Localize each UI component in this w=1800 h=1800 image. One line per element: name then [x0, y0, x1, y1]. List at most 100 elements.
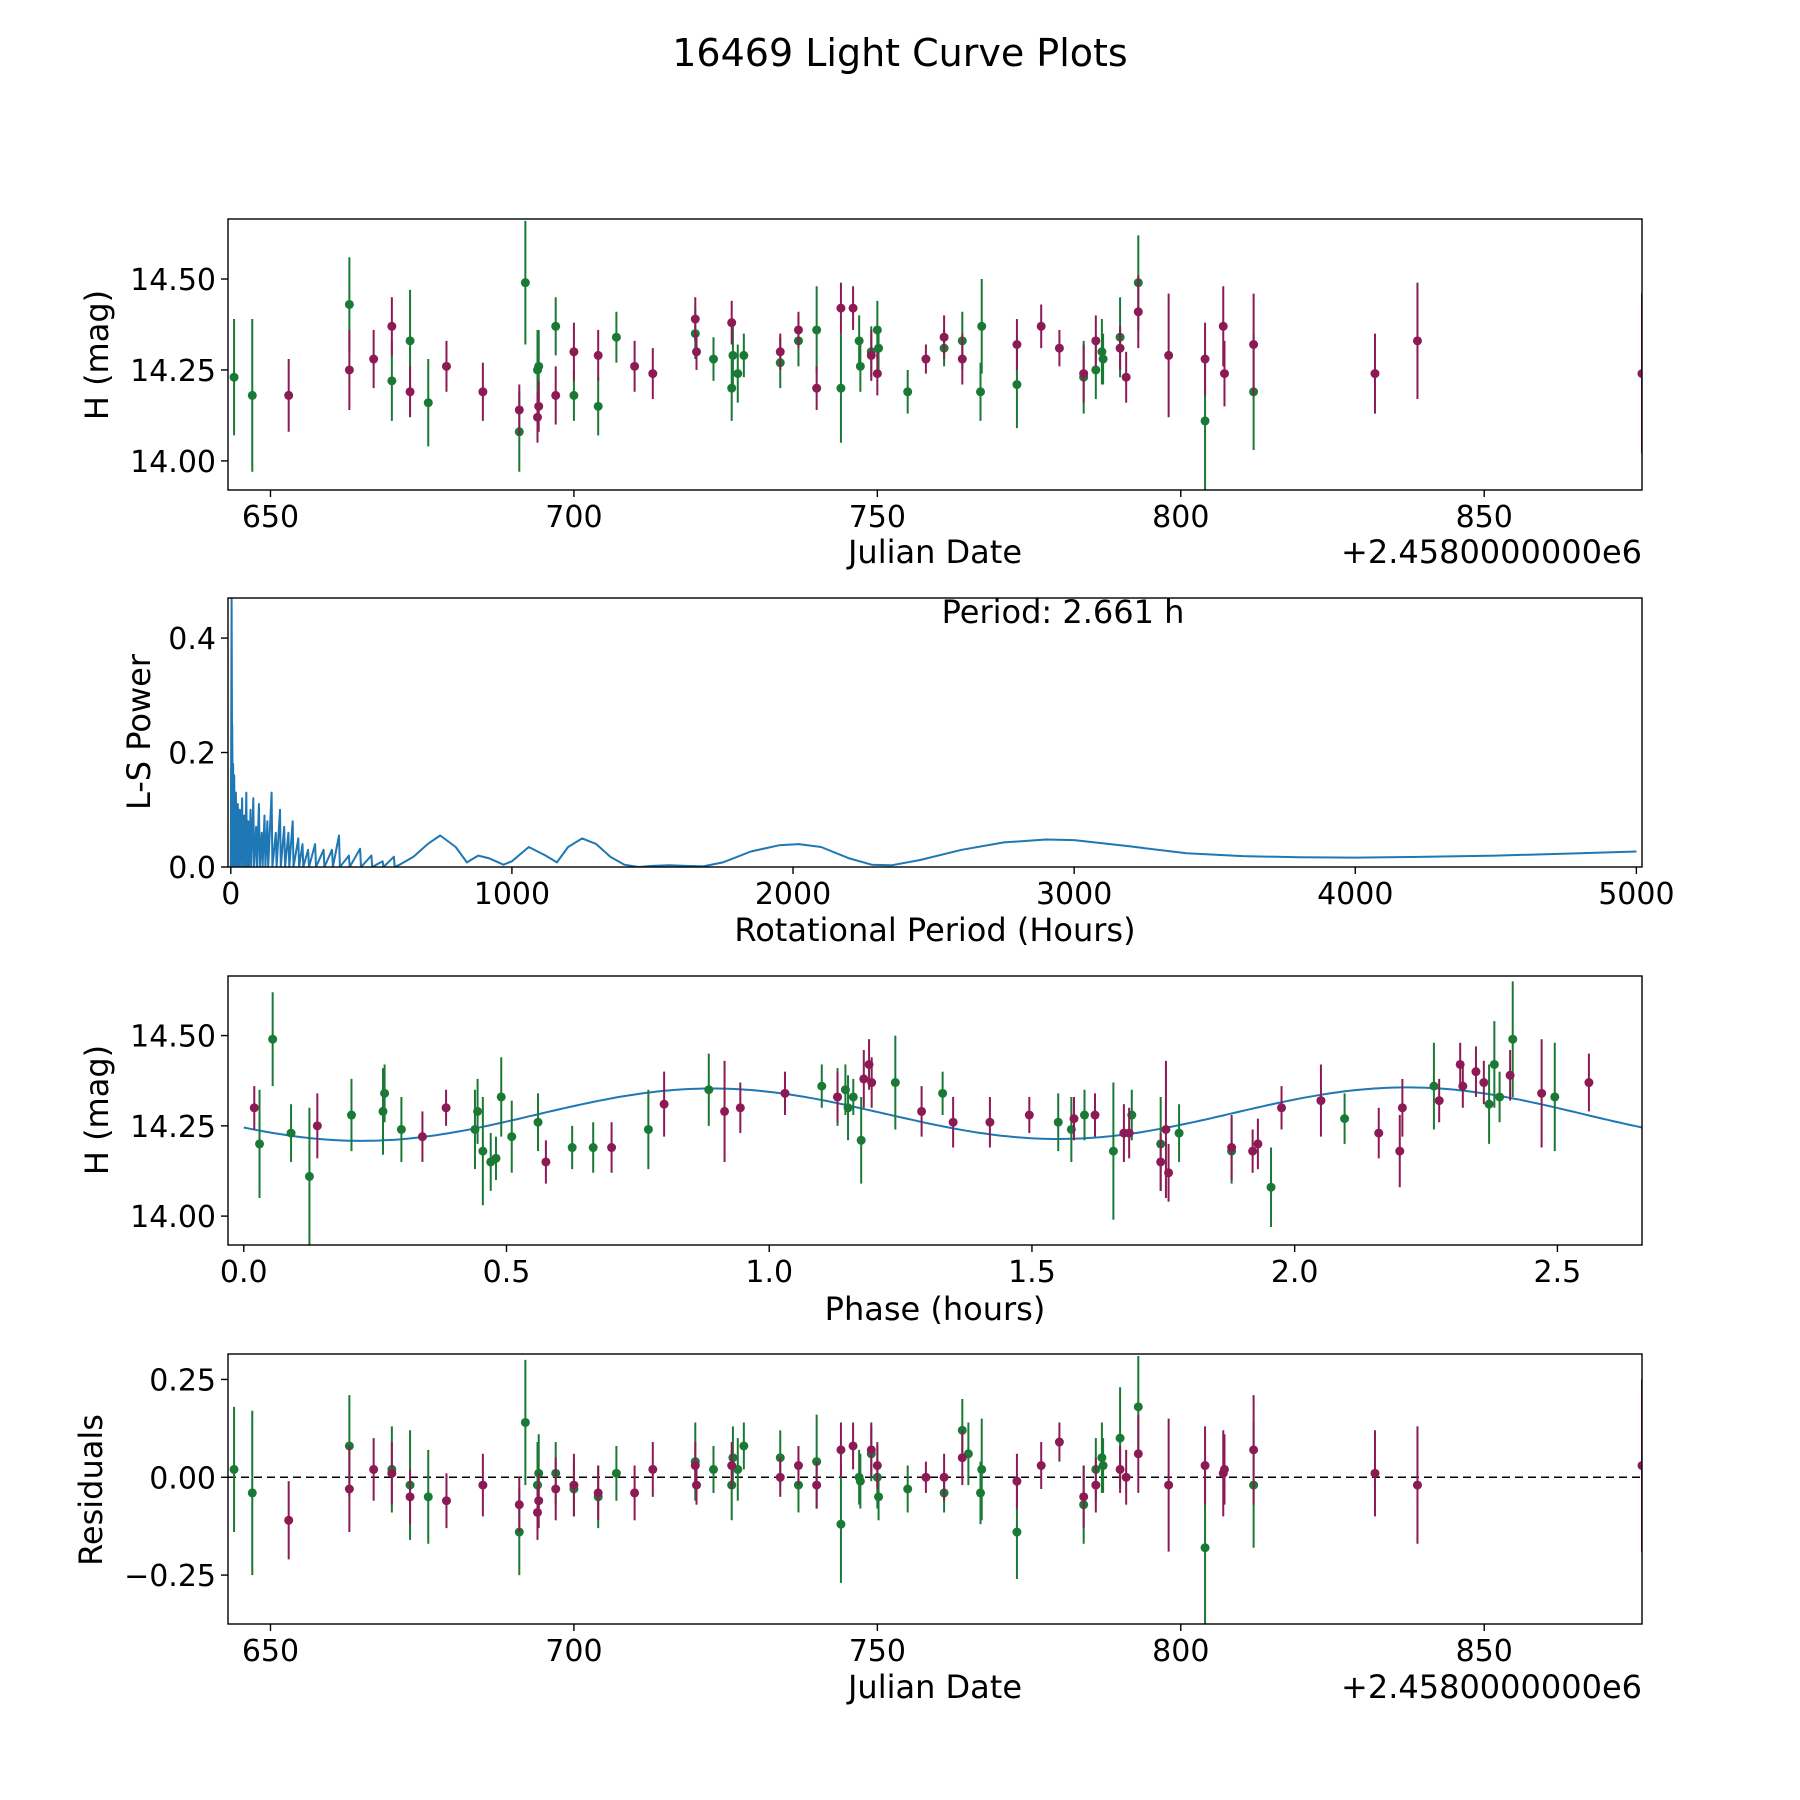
light-curve-filter-a-point — [247, 390, 257, 400]
phased-filter-b-point — [441, 1103, 451, 1113]
phased-x-tick-label: 0.5 — [483, 1255, 531, 1290]
residuals-filter-b-point — [1200, 1461, 1210, 1471]
phased-filter-a-point — [1484, 1099, 1494, 1109]
light-curve-filter-a-point — [387, 376, 397, 386]
phased-filter-b-point — [1156, 1157, 1166, 1167]
light-curve-filter-b-point — [630, 361, 640, 371]
residuals-filter-b-point — [284, 1515, 294, 1525]
phased-filter-b-point — [917, 1106, 927, 1116]
phased-filter-a-point — [1489, 1059, 1499, 1069]
phased-filter-b-point — [867, 1078, 877, 1088]
phased-filter-a-point — [1079, 1110, 1089, 1120]
residuals-filter-b-point — [690, 1461, 700, 1471]
residuals-x-tick-label: 800 — [1152, 1634, 1209, 1669]
light-curve-filter-a-point — [229, 372, 239, 382]
residuals-filter-b-point — [387, 1468, 397, 1478]
light-curve-x-label: Julian Date — [846, 533, 1022, 571]
phased-filter-a-point — [567, 1143, 577, 1153]
phased-filter-b-point — [1479, 1078, 1489, 1088]
residuals-filter-b-point — [775, 1472, 785, 1482]
residuals-filter-b-point — [866, 1445, 876, 1455]
residuals-filter-a-point — [229, 1464, 239, 1474]
light-curve-filter-b-point — [692, 347, 702, 357]
figure-title: 16469 Light Curve Plots — [672, 31, 1127, 75]
light-curve-filter-a-point — [903, 387, 913, 397]
light-curve-filter-a-point — [344, 299, 354, 309]
phased-filter-b-point — [1316, 1096, 1326, 1106]
light-curve-filter-a-point — [874, 343, 884, 353]
phased-light-curve-panel: Phase (hours) H (mag) 0.0 0.5 1.0 1.5 2.0 2.5… — [78, 975, 1643, 1328]
residuals-filter-a-point — [1200, 1543, 1210, 1553]
residuals-filter-b-point — [872, 1461, 882, 1471]
residuals-filter-b-point — [478, 1480, 488, 1490]
light-curve-filter-b-point — [593, 350, 603, 360]
light-curve-filter-b-point — [872, 369, 882, 379]
residuals-y-label: Residuals — [72, 1414, 110, 1566]
light-curve-filter-b-point — [441, 361, 451, 371]
phased-filter-b-point — [1024, 1110, 1034, 1120]
light-curve-filter-a-point — [611, 332, 621, 342]
phased-filter-b-point — [1397, 1103, 1407, 1113]
residuals-x-tick-label: 850 — [1456, 1634, 1513, 1669]
light-curve-filter-b-point — [690, 314, 700, 324]
phased-filter-b-point — [1090, 1110, 1100, 1120]
phased-filter-a-point — [304, 1171, 314, 1181]
phased-y-tick-label: 14.00 — [130, 1200, 216, 1235]
phased-x-label: Phase (hours) — [825, 1290, 1046, 1328]
phased-filter-a-point — [491, 1153, 501, 1163]
light-curve-filter-b-point — [957, 354, 967, 364]
phased-filter-a-point — [1550, 1092, 1560, 1102]
residuals-filter-a-point — [976, 1488, 986, 1498]
light-curve-x-tick-label: 700 — [545, 500, 602, 535]
phased-filter-a-point — [478, 1146, 488, 1156]
residuals-filter-b-point — [344, 1484, 354, 1494]
residuals-filter-b-point — [939, 1472, 949, 1482]
residuals-panel: Julian Date Residuals +2.4580000000e6 65… — [72, 1353, 1643, 1706]
phased-filter-a-point — [1266, 1182, 1276, 1192]
phased-filter-a-point — [1429, 1081, 1439, 1091]
periodogram-x-label: Rotational Period (Hours) — [734, 911, 1135, 949]
light-curve-filter-a-point — [872, 325, 882, 335]
phased-filter-a-point — [938, 1088, 948, 1098]
periodogram-x-tick-label: 3000 — [1036, 877, 1112, 912]
residuals-filter-b-point — [1091, 1480, 1101, 1490]
phased-filter-a-point — [346, 1110, 356, 1120]
residuals-y-tick-label: 0.00 — [149, 1461, 216, 1496]
light-curve-filter-b-point — [478, 387, 488, 397]
residuals-filter-b-point — [569, 1480, 579, 1490]
residuals-filter-b-point — [630, 1488, 640, 1498]
phased-filter-a-point — [588, 1143, 598, 1153]
phased-filter-a-point — [380, 1088, 390, 1098]
light-curve-filter-b-point — [534, 401, 544, 411]
light-curve-filter-a-point — [534, 361, 544, 371]
residuals-x-tick-label: 650 — [242, 1634, 299, 1669]
light-curve-x-tick-label: 850 — [1456, 500, 1513, 535]
residuals-filter-b-point — [593, 1488, 603, 1498]
residuals-filter-b-point — [1054, 1437, 1064, 1447]
phased-filter-b-point — [1505, 1070, 1515, 1080]
light-curve-filter-a-point — [1012, 380, 1022, 390]
residuals-filter-b-point — [692, 1480, 702, 1490]
light-curve-plot-area — [229, 220, 1642, 490]
phased-filter-b-point — [1277, 1103, 1287, 1113]
light-curve-filter-b-point — [727, 318, 737, 328]
periodogram-y-label: L-S Power — [120, 653, 158, 810]
light-curve-filter-b-point — [812, 383, 822, 393]
residuals-filter-b-point — [1412, 1480, 1422, 1490]
residuals-filter-a-point — [423, 1492, 433, 1502]
periodogram-x-tick-label: 4000 — [1317, 877, 1393, 912]
light-curve-filter-b-point — [344, 365, 354, 375]
residuals-filter-a-point — [520, 1417, 530, 1427]
phased-filter-b-point — [1248, 1146, 1258, 1156]
residuals-filter-b-point — [1036, 1461, 1046, 1471]
light-curve-filter-b-point — [848, 303, 858, 313]
light-curve-filter-a-point — [733, 369, 743, 379]
light-curve-filter-b-point — [793, 325, 803, 335]
phased-filter-a-point — [268, 1034, 278, 1044]
phased-filter-a-point — [1340, 1114, 1350, 1124]
light-curve-filter-b-point — [1218, 321, 1228, 331]
phased-filter-b-point — [1458, 1081, 1468, 1091]
residuals-axes-frame — [227, 1353, 1643, 1625]
residuals-filter-b-point — [793, 1461, 803, 1471]
phased-filter-a-point — [1174, 1128, 1184, 1138]
